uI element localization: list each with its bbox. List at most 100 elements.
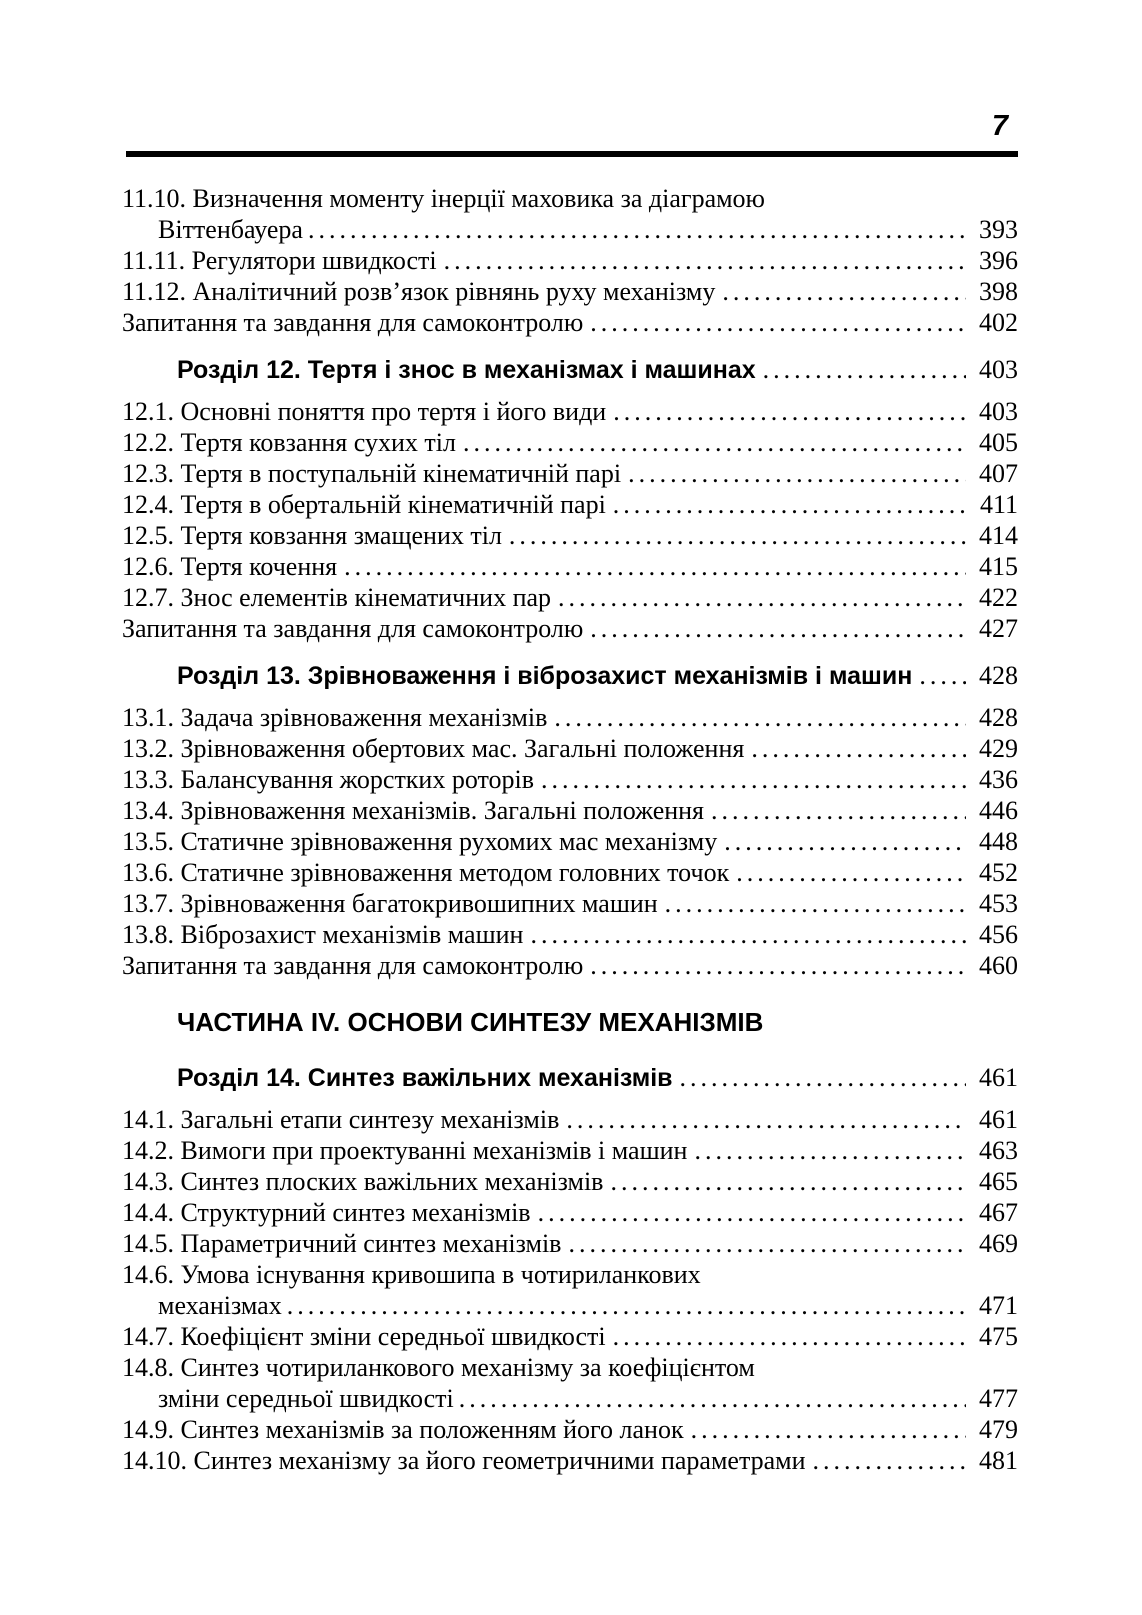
toc-entry-page: 403 <box>979 397 1018 426</box>
dot-leader <box>541 764 966 795</box>
toc-entry-line: 14.8. Синтез чотириланкового механізму з… <box>122 1352 1018 1383</box>
toc-entry-label-continuation: механізмах <box>158 1291 282 1320</box>
toc-entry-continuation-line: Віттенбауера 393 <box>122 214 1018 245</box>
toc-entry-label: Розділ 13. Зрівноваження і віброзахист м… <box>177 662 913 690</box>
toc-entry-label: Запитання та завдання для самоконтролю <box>122 614 584 643</box>
dot-leader <box>568 1228 966 1259</box>
dot-leader <box>444 245 966 276</box>
toc-entry-page: 453 <box>979 889 1018 918</box>
toc-entry-line: 11.11. Регулятори швидкості 396 <box>122 245 1018 276</box>
toc-entry-line: 13.2. Зрівноваження обертових мас. Загал… <box>122 733 1018 764</box>
toc-entry: 14.4. Структурний синтез механізмів 467 <box>122 1197 1018 1228</box>
toc-entry-line: 14.2. Вимоги при проектуванні механізмів… <box>122 1135 1018 1166</box>
toc-entry-line: 13.7. Зрівноваження багатокривошипних ма… <box>122 888 1018 919</box>
toc-entry: 12.4. Тертя в обертальній кінематичній п… <box>122 489 1018 520</box>
dot-leader <box>308 214 966 245</box>
toc-entry: 12.7. Знос елементів кінематичних пар 42… <box>122 582 1018 613</box>
toc-entry-label: 13.7. Зрівноваження багатокривошипних ма… <box>122 889 658 918</box>
dot-leader <box>711 795 966 826</box>
dot-leader <box>751 733 966 764</box>
toc-entry: 13.2. Зрівноваження обертових мас. Загал… <box>122 733 1018 764</box>
toc-entry: 13.1. Задача зрівноваження механізмів 42… <box>122 702 1018 733</box>
toc-entry-page: 402 <box>979 308 1018 337</box>
toc-entry: 14.5. Параметричний синтез механізмів 46… <box>122 1228 1018 1259</box>
toc-entry-page: 407 <box>979 459 1018 488</box>
toc-entry-page: 436 <box>979 765 1018 794</box>
toc-entry-line: 13.1. Задача зрівноваження механізмів 42… <box>122 702 1018 733</box>
toc-entry-label: 12.5. Тертя ковзання змащених тіл <box>122 521 502 550</box>
toc-entry: Запитання та завдання для самоконтролю 4… <box>122 613 1018 644</box>
dot-leader <box>665 888 966 919</box>
toc-entry-page: 471 <box>979 1291 1018 1320</box>
toc-entry-label: Розділ 14. Синтез важільних механізмів <box>177 1064 673 1092</box>
toc-entry-page: 467 <box>979 1198 1018 1227</box>
toc-entry-label: 12.3. Тертя в поступальній кінематичній … <box>122 459 622 488</box>
toc-entry: Розділ 12. Тертя і знос в механізмах і м… <box>122 354 1018 386</box>
toc-entry-label-continuation: зміни середньої швидкості <box>158 1384 454 1413</box>
toc-entry: 13.3. Балансування жорстких роторів 436 <box>122 764 1018 795</box>
toc-entry-label: 13.2. Зрівноваження обертових мас. Загал… <box>122 734 745 763</box>
toc-entry-label: 13.6. Статичне зрівноваження методом гол… <box>122 858 730 887</box>
toc-entry-line: 14.5. Параметричний синтез механізмів 46… <box>122 1228 1018 1259</box>
toc-entry-line: Розділ 14. Синтез важільних механізмів 4… <box>122 1062 1018 1094</box>
toc-entry-label: 14.4. Структурний синтез механізмів <box>122 1198 531 1227</box>
toc-entry-line: Запитання та завдання для самоконтролю 4… <box>122 307 1018 338</box>
toc-entry-line: 14.3. Синтез плоских важільних механізмі… <box>122 1166 1018 1197</box>
toc-entry-page: 477 <box>979 1384 1018 1413</box>
toc-entry-line: 14.6. Умова існування кривошипа в чотири… <box>122 1259 1018 1290</box>
dot-leader <box>763 354 966 385</box>
dot-leader <box>590 950 966 981</box>
toc-entry-page: 403 <box>979 355 1018 384</box>
toc-entry: 14.1. Загальні етапи синтезу механізмів … <box>122 1104 1018 1135</box>
toc-entry-label: 14.7. Коефіцієнт зміни середньої швидкос… <box>122 1322 606 1351</box>
toc-entry-page: 428 <box>979 703 1018 732</box>
toc-entry: 14.9. Синтез механізмів за положенням йо… <box>122 1414 1018 1445</box>
toc-entry-continuation-line: зміни середньої швидкості 477 <box>122 1383 1018 1414</box>
toc-entry-page: 469 <box>979 1229 1018 1258</box>
toc-entry-label: 14.5. Параметричний синтез механізмів <box>122 1229 562 1258</box>
toc-entry: 12.1. Основні поняття про тертя і його в… <box>122 396 1018 427</box>
toc-entry-line: 14.9. Синтез механізмів за положенням йо… <box>122 1414 1018 1445</box>
toc-entry-label: 14.10. Синтез механізму за його геометри… <box>122 1446 806 1475</box>
toc-entry-page: 405 <box>979 428 1018 457</box>
toc-entry-page: 446 <box>979 796 1018 825</box>
toc-entry-line: 12.3. Тертя в поступальній кінематичній … <box>122 458 1018 489</box>
dot-leader <box>509 520 966 551</box>
toc-entry-line: 11.10. Визначення моменту інерції махови… <box>122 183 1018 214</box>
toc-entry-page: 448 <box>979 827 1018 856</box>
toc-entry-line: ЧАСТИНА IV. ОСНОВИ СИНТЕЗУ МЕХАНІЗМІВ <box>122 1007 1018 1038</box>
toc-entry-label: 11.11. Регулятори швидкості <box>122 246 437 275</box>
toc-entry-line: Запитання та завдання для самоконтролю 4… <box>122 950 1018 981</box>
toc-entry: 11.10. Визначення моменту інерції махови… <box>122 183 1018 245</box>
toc-entry-line: 14.4. Структурний синтез механізмів 467 <box>122 1197 1018 1228</box>
toc-entry-label: 14.3. Синтез плоских важільних механізмі… <box>122 1167 604 1196</box>
dot-leader <box>459 1383 966 1414</box>
dot-leader <box>628 458 966 489</box>
toc-entry-line: Запитання та завдання для самоконтролю 4… <box>122 613 1018 644</box>
toc-entry-page: 479 <box>979 1415 1018 1444</box>
toc-entry-label: 12.6. Тертя кочення <box>122 552 338 581</box>
toc-entry-line: 12.5. Тертя ковзання змащених тіл 414 <box>122 520 1018 551</box>
dot-leader <box>287 1290 966 1321</box>
toc-entry-label: 13.3. Балансування жорстких роторів <box>122 765 535 794</box>
toc-entry-line: 12.2. Тертя ковзання сухих тіл 405 <box>122 427 1018 458</box>
dot-leader <box>613 396 966 427</box>
toc-entry: 14.3. Синтез плоских важільних механізмі… <box>122 1166 1018 1197</box>
toc-entry: ЧАСТИНА IV. ОСНОВИ СИНТЕЗУ МЕХАНІЗМІВ <box>122 1007 1018 1038</box>
toc-entry-line: 14.1. Загальні етапи синтезу механізмів … <box>122 1104 1018 1135</box>
toc-entry-label: 13.4. Зрівноваження механізмів. Загальні… <box>122 796 705 825</box>
toc-entry-label: 12.1. Основні поняття про тертя і його в… <box>122 397 607 426</box>
toc-entry-label: 12.4. Тертя в обертальній кінематичній п… <box>122 490 606 519</box>
toc-entry-continuation-line: механізмах 471 <box>122 1290 1018 1321</box>
toc-entry-label-continuation: Віттенбауера <box>158 215 303 244</box>
toc-entry-label: ЧАСТИНА IV. ОСНОВИ СИНТЕЗУ МЕХАНІЗМІВ <box>177 1007 764 1037</box>
toc-entry-page: 422 <box>979 583 1018 612</box>
dot-leader <box>736 857 966 888</box>
toc-entry-line: 11.12. Аналітичний розв’язок рівнянь рух… <box>122 276 1018 307</box>
toc-entry-page: 463 <box>979 1136 1018 1165</box>
toc-entry: Розділ 14. Синтез важільних механізмів 4… <box>122 1062 1018 1094</box>
toc-entry: Запитання та завдання для самоконтролю 4… <box>122 950 1018 981</box>
toc-entry-line: 14.7. Коефіцієнт зміни середньої швидкос… <box>122 1321 1018 1352</box>
toc-entry: 14.7. Коефіцієнт зміни середньої швидкос… <box>122 1321 1018 1352</box>
toc-entry-page: 481 <box>979 1446 1018 1475</box>
